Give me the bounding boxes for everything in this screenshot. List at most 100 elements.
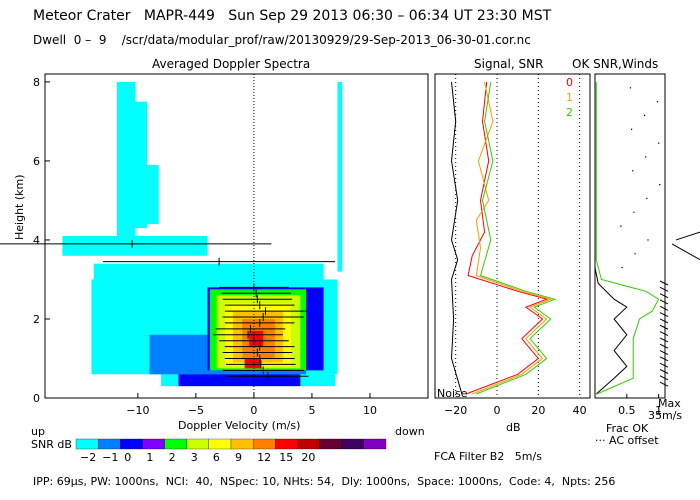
wind-barb [659, 299, 669, 305]
signal-xtick-label: 40 [573, 404, 587, 417]
ipp-label: IPP: [33, 475, 54, 488]
legend-tick-label: 6 [212, 451, 220, 464]
doppler-xlabel: Doppler Velocity (m/s) [178, 419, 301, 432]
wind-barb [659, 312, 669, 318]
wind-barb [659, 337, 669, 343]
legend-tick-label: 12 [257, 451, 272, 464]
heat-red-core-upper [249, 330, 264, 347]
okwinds-series-lines [594, 81, 660, 395]
wind-barb [659, 362, 669, 368]
ac-offset-dot [656, 100, 659, 103]
signal-series-1 [472, 81, 553, 395]
ac-offset-dot [620, 225, 622, 227]
wind-barb [659, 369, 669, 374]
wind-barb-long [675, 231, 700, 241]
wind-barbs [620, 87, 700, 387]
okwinds-xtick-label: 0.5 [618, 404, 636, 417]
heat-cyan-band-3km [93, 263, 324, 280]
heat-cyan-column-left-2 [132, 101, 148, 229]
signal-xtick-label: 0 [494, 404, 501, 417]
legend-swatch [164, 438, 187, 450]
legend-swatch [363, 438, 387, 450]
legend-swatch [186, 438, 210, 450]
legend-swatch [275, 438, 298, 450]
heat-cyan-band-4km [62, 236, 208, 256]
ac-offset-label: ··· AC offset [595, 434, 659, 447]
okwinds-plot-frame [594, 73, 666, 399]
ac-offset-dot [630, 128, 633, 131]
legend-swatch [142, 438, 165, 450]
okwinds-title: OK SNR,Winds [572, 57, 659, 71]
footer-rest: PW: 1000ns, NCI: 40, NSpec: 10, NHts: 54… [90, 475, 616, 488]
heat-red-core-lower [244, 358, 261, 369]
ac-offset-dot [629, 87, 632, 89]
max-value: 35m/s [648, 409, 683, 422]
doppler-heatmap [62, 81, 343, 387]
noise-label: Noise [437, 387, 468, 400]
ac-offset-dot [621, 266, 623, 269]
ac-offset-dot [647, 239, 649, 241]
ac-offset-dot [657, 142, 660, 144]
signal-series-noise [450, 81, 463, 395]
signal-xtick-label: −20 [444, 404, 467, 417]
wind-barb [659, 331, 669, 337]
fca-filter-label: FCA Filter B2 5m/s [434, 450, 542, 463]
signal-xtick-label: 20 [531, 404, 545, 417]
heat-cyan-column-left [116, 81, 136, 240]
legend-tick-label: 0 [124, 451, 132, 464]
doppler-title: Averaged Doppler Spectra [152, 57, 311, 71]
legend-swatch [208, 438, 232, 450]
doppler-xtick-label: 10 [363, 404, 377, 417]
snr-color-legend [75, 438, 387, 450]
legend-down: down [395, 425, 425, 438]
wind-barb [659, 286, 669, 292]
doppler-ytick-label: 0 [33, 392, 40, 405]
doppler-ytick-label: 2 [33, 313, 40, 326]
ac-offset-dot [645, 156, 647, 158]
wind-barb [659, 375, 669, 381]
legend-up: up [31, 425, 45, 438]
signal-title: Signal, SNR [474, 57, 544, 71]
legend-tick-label: 1 [146, 451, 154, 464]
max-label: Max [658, 397, 681, 410]
legend-tick-label: −1 [102, 451, 119, 464]
wind-barb [659, 318, 669, 324]
signal-axes: −20 0 20 40 [444, 74, 587, 417]
signal-plot-frame [434, 73, 591, 399]
signal-xlabel: dB [506, 421, 521, 434]
okwinds-axes: 0.5 1 [618, 394, 662, 417]
frac-ok-label: Frac OK [606, 422, 649, 435]
series-label-0: 0 [566, 76, 573, 89]
wind-barb [659, 350, 669, 355]
doppler-xtick-label: 0 [250, 404, 257, 417]
wind-barb [659, 343, 669, 349]
signal-series-lines [450, 81, 557, 395]
legend-tick-label: 2 [168, 451, 176, 464]
ac-offset-dot [646, 197, 648, 200]
wind-barb [659, 305, 669, 311]
legend-tick-label: −2 [80, 451, 97, 464]
legend-snr-label: SNR dB [31, 438, 72, 451]
header-dwell-path: Dwell 0 – 9 /scr/data/modular_prof/raw/2… [33, 33, 531, 47]
legend-swatch [341, 438, 365, 450]
legend-swatch [120, 438, 143, 450]
ipp-unit: μs, [70, 475, 87, 488]
heat-cyan-column-left-3 [143, 164, 159, 225]
okwinds-xtick-label: 1 [655, 404, 662, 417]
legend-swatch [75, 438, 99, 450]
wind-barb [659, 356, 669, 362]
ac-offset-dot [633, 211, 635, 213]
wind-barb [659, 293, 669, 299]
signal-series-2 [476, 81, 557, 395]
heat-deepblue-base [178, 374, 301, 387]
ac-offset-dot [659, 183, 661, 186]
series-label-1: 1 [566, 91, 573, 104]
doppler-xtick-label: 5 [308, 404, 315, 417]
legend-swatch [230, 438, 254, 450]
doppler-ytick-label: 8 [33, 76, 40, 89]
okwinds-series-ok-snr [595, 81, 660, 395]
ac-offset-dot [643, 114, 646, 117]
ipp-value: 69 [56, 475, 71, 488]
signal-series-0 [465, 81, 549, 395]
legend-tick-label: 9 [235, 451, 242, 464]
